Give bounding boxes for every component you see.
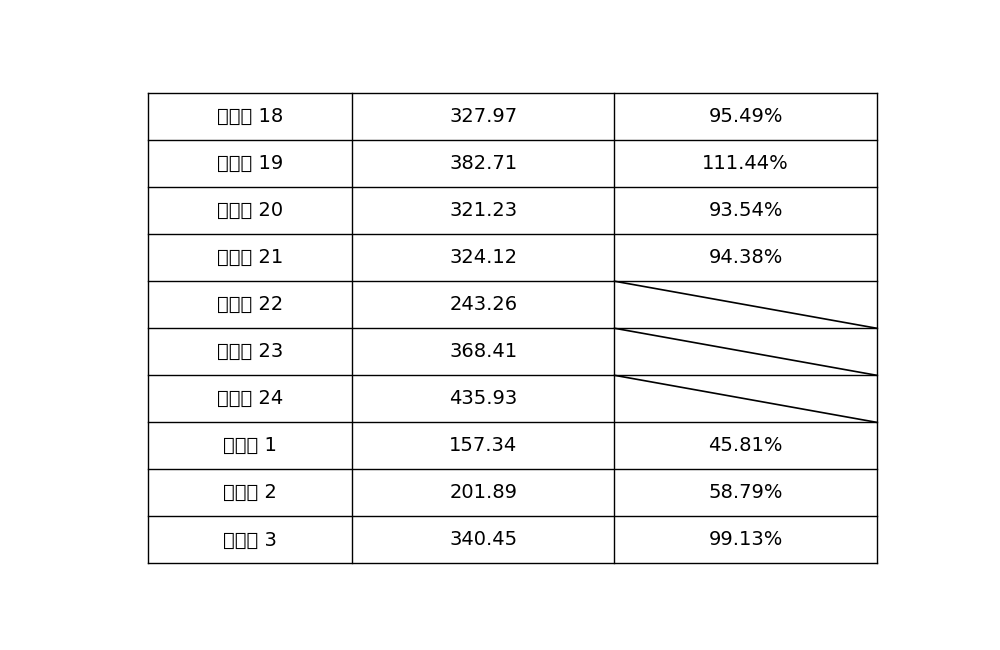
Text: 实施例 23: 实施例 23 (217, 343, 283, 361)
Text: 157.34: 157.34 (449, 436, 517, 456)
Text: 94.38%: 94.38% (708, 248, 783, 267)
Text: 201.89: 201.89 (449, 484, 517, 502)
Text: 对比例 1: 对比例 1 (223, 436, 277, 456)
Text: 327.97: 327.97 (449, 107, 517, 126)
Text: 368.41: 368.41 (449, 343, 517, 361)
Text: 340.45: 340.45 (449, 530, 517, 549)
Text: 111.44%: 111.44% (702, 154, 789, 173)
Text: 382.71: 382.71 (449, 154, 517, 173)
Text: 对比例 2: 对比例 2 (223, 484, 277, 502)
Text: 93.54%: 93.54% (708, 201, 783, 220)
Text: 实施例 24: 实施例 24 (217, 389, 283, 408)
Text: 99.13%: 99.13% (708, 530, 783, 549)
Text: 45.81%: 45.81% (708, 436, 783, 456)
Text: 实施例 20: 实施例 20 (217, 201, 283, 220)
Text: 95.49%: 95.49% (708, 107, 783, 126)
Text: 实施例 18: 实施例 18 (217, 107, 283, 126)
Text: 实施例 22: 实施例 22 (217, 295, 283, 314)
Text: 58.79%: 58.79% (708, 484, 783, 502)
Text: 实施例 19: 实施例 19 (217, 154, 283, 173)
Text: 对比例 3: 对比例 3 (223, 530, 277, 549)
Text: 324.12: 324.12 (449, 248, 517, 267)
Text: 321.23: 321.23 (449, 201, 517, 220)
Text: 实施例 21: 实施例 21 (217, 248, 283, 267)
Text: 243.26: 243.26 (449, 295, 517, 314)
Text: 435.93: 435.93 (449, 389, 517, 408)
